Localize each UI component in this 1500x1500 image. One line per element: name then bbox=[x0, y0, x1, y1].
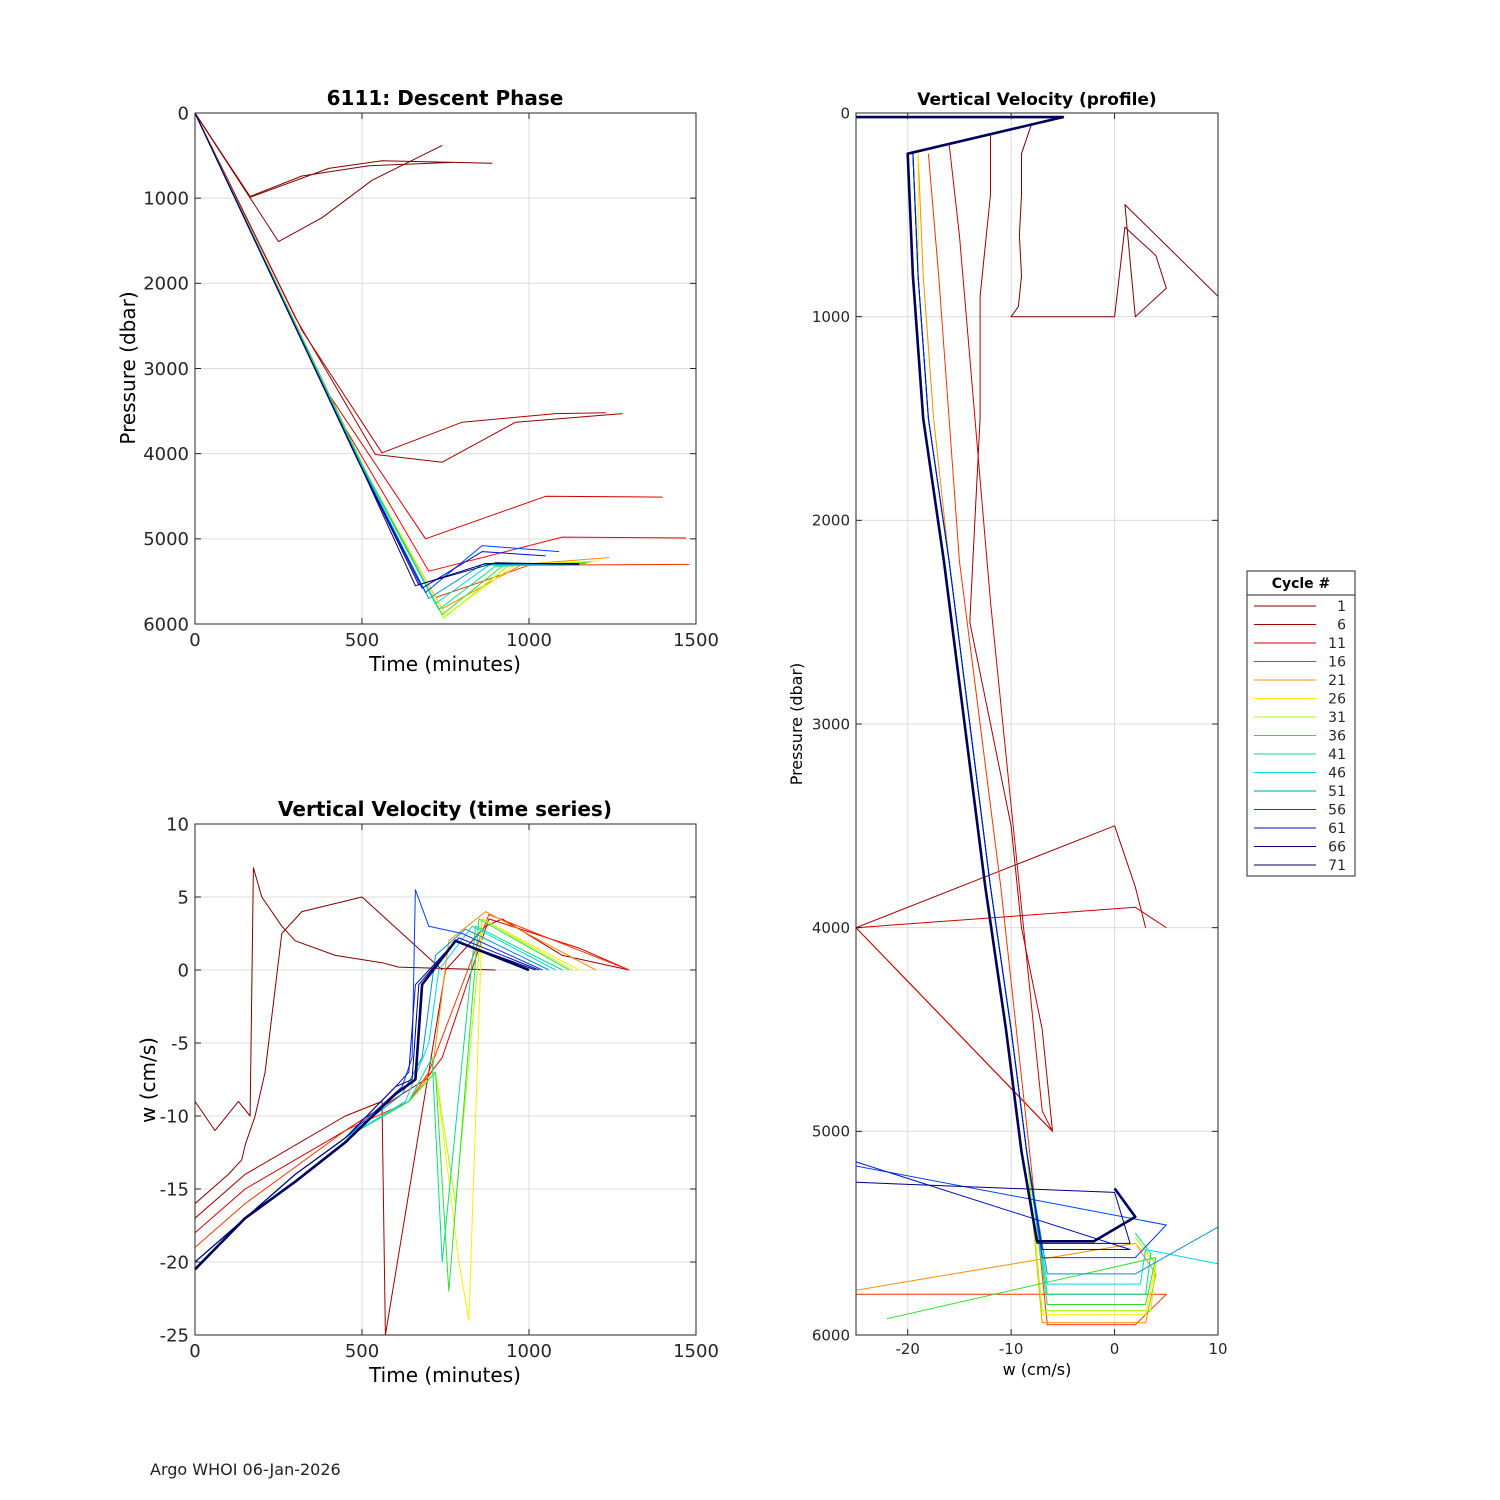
legend-label-cycle-71: 71 bbox=[1328, 858, 1346, 874]
descent-series-cycle-5 bbox=[195, 113, 453, 197]
timeseries-ytick-label-4: -10 bbox=[160, 1106, 189, 1127]
legend-label-cycle-16: 16 bbox=[1328, 655, 1346, 671]
timeseries-series-cycle-71 bbox=[195, 939, 530, 1271]
timeseries-axes-box bbox=[194, 823, 697, 1336]
timeseries-series bbox=[195, 867, 630, 1335]
profile-series-cycle-61 bbox=[856, 153, 1131, 1250]
legend-label-cycle-11: 11 bbox=[1328, 636, 1346, 652]
timeseries-panel: 0 500 1000 1500 10 5 0 -5 -10 -15 -20 -25 Vertical … bbox=[136, 797, 719, 1387]
timeseries-ytick-label-3: -5 bbox=[171, 1033, 189, 1054]
descent-xtick-label-2: 1000 bbox=[506, 630, 552, 651]
timeseries-plot-area bbox=[195, 824, 696, 1335]
timeseries-ticks: 0 500 1000 1500 10 5 0 -5 -10 -15 -20 -25 bbox=[160, 814, 719, 1362]
descent-ytick-label-1: 1000 bbox=[143, 188, 189, 209]
legend-label-cycle-46: 46 bbox=[1328, 766, 1346, 782]
timeseries-ytick-label-0: 10 bbox=[166, 814, 189, 835]
descent-ticks: 0 500 1000 1500 0 1000 2000 3000 4000 5000 6000 bbox=[143, 103, 719, 651]
legend-label-cycle-51: 51 bbox=[1328, 784, 1346, 800]
profile-ytick-label-0: 0 bbox=[840, 104, 850, 122]
legend-label-cycle-31: 31 bbox=[1328, 710, 1346, 726]
legend-label-cycle-41: 41 bbox=[1328, 747, 1346, 763]
timeseries-xtick-label-0: 0 bbox=[189, 1341, 200, 1362]
profile-x-label: w (cm/s) bbox=[1003, 1360, 1072, 1379]
descent-phase-panel: 0 500 1000 1500 0 1000 2000 3000 4000 5000 6000 61… bbox=[116, 86, 719, 676]
profile-series bbox=[856, 115, 1218, 1326]
descent-series bbox=[195, 113, 690, 619]
descent-ytick-label-5: 5000 bbox=[143, 529, 189, 550]
descent-ytick-label-6: 6000 bbox=[143, 614, 189, 635]
descent-ytick-label-0: 0 bbox=[178, 103, 189, 124]
timeseries-xtick-label-2: 1000 bbox=[506, 1341, 552, 1362]
timeseries-series-cycle-11 bbox=[195, 918, 630, 1234]
timeseries-series-cycle-16 bbox=[195, 914, 630, 1248]
descent-title: 6111: Descent Phase bbox=[327, 86, 564, 110]
legend-label-cycle-56: 56 bbox=[1328, 803, 1346, 819]
descent-x-label: Time (minutes) bbox=[368, 652, 521, 676]
timeseries-series-cycle-1 bbox=[195, 867, 496, 1132]
profile-ytick-label-1: 1000 bbox=[812, 308, 850, 326]
descent-xtick-label-3: 1500 bbox=[673, 630, 719, 651]
legend-label-cycle-66: 66 bbox=[1328, 840, 1346, 856]
timeseries-ytick-label-1: 5 bbox=[178, 887, 189, 908]
profile-xtick-label-1: -10 bbox=[999, 1340, 1024, 1358]
legend-label-cycle-21: 21 bbox=[1328, 673, 1346, 689]
profile-series-cycle-16 bbox=[856, 153, 1167, 1326]
timeseries-ytick-label-7: -25 bbox=[160, 1325, 189, 1346]
legend-label-cycle-1: 1 bbox=[1337, 599, 1346, 615]
footer-credit: Argo WHOI 06-Jan-2026 bbox=[150, 1460, 341, 1479]
profile-ticks: -20 -10 0 10 0 1000 2000 3000 4000 5000 6000 bbox=[812, 104, 1228, 1358]
profile-panel: -20 -10 0 10 0 1000 2000 3000 4000 5000 6000 Verti… bbox=[787, 90, 1228, 1379]
profile-title: Vertical Velocity (profile) bbox=[917, 90, 1156, 110]
profile-ytick-label-2: 2000 bbox=[812, 512, 850, 530]
legend-label-cycle-6: 6 bbox=[1337, 618, 1346, 634]
profile-y-label: Pressure (dbar) bbox=[787, 663, 806, 786]
descent-xtick-label-1: 500 bbox=[345, 630, 379, 651]
timeseries-title: Vertical Velocity (time series) bbox=[278, 797, 612, 821]
timeseries-series-cycle-3 bbox=[195, 896, 443, 1204]
timeseries-xtick-label-3: 1500 bbox=[673, 1341, 719, 1362]
timeseries-y-label: w (cm/s) bbox=[136, 1037, 160, 1123]
profile-xtick-label-2: 0 bbox=[1110, 1340, 1120, 1358]
profile-xtick-label-0: -20 bbox=[895, 1340, 920, 1358]
timeseries-ytick-label-6: -20 bbox=[160, 1252, 189, 1273]
profile-series-cycle-6 bbox=[856, 133, 1147, 1132]
profile-series-cycle-71 bbox=[856, 115, 1137, 1243]
legend-title: Cycle # bbox=[1272, 576, 1331, 592]
descent-series-cycle-9 bbox=[195, 113, 606, 454]
descent-y-label: Pressure (dbar) bbox=[116, 291, 140, 444]
profile-series-cycle-1 bbox=[1010, 123, 1218, 318]
timeseries-x-label: Time (minutes) bbox=[368, 1363, 521, 1387]
timeseries-ytick-label-2: 0 bbox=[178, 960, 189, 981]
descent-series-cycle-3 bbox=[195, 113, 443, 243]
legend-label-cycle-61: 61 bbox=[1328, 821, 1346, 837]
descent-ytick-label-2: 2000 bbox=[143, 274, 189, 295]
profile-series-cycle-11 bbox=[856, 143, 1167, 1132]
profile-ytick-label-4: 4000 bbox=[812, 919, 850, 937]
descent-ytick-label-4: 4000 bbox=[143, 444, 189, 465]
descent-ytick-label-3: 3000 bbox=[143, 359, 189, 380]
profile-ytick-label-6: 6000 bbox=[812, 1326, 850, 1344]
legend-label-cycle-26: 26 bbox=[1328, 692, 1346, 708]
descent-series-cycle-71 bbox=[195, 113, 580, 587]
legend-label-cycle-36: 36 bbox=[1328, 729, 1346, 745]
legend-box bbox=[1246, 570, 1356, 877]
timeseries-xtick-label-1: 500 bbox=[345, 1341, 379, 1362]
descent-xtick-label-0: 0 bbox=[189, 630, 200, 651]
timeseries-ytick-label-5: -15 bbox=[160, 1179, 189, 1200]
profile-ytick-label-3: 3000 bbox=[812, 715, 850, 733]
profile-ytick-label-5: 5000 bbox=[812, 1123, 850, 1141]
profile-xtick-label-3: 10 bbox=[1208, 1340, 1227, 1358]
